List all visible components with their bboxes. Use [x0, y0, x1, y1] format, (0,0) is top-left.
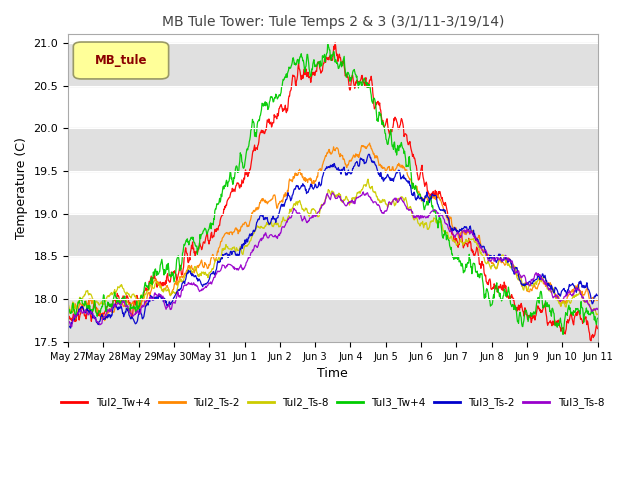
Y-axis label: Temperature (C): Temperature (C)	[15, 137, 28, 239]
Title: MB Tule Tower: Tule Temps 2 & 3 (3/1/11-3/19/14): MB Tule Tower: Tule Temps 2 & 3 (3/1/11-…	[161, 15, 504, 29]
Bar	[68, 214, 598, 256]
FancyBboxPatch shape	[74, 42, 168, 79]
Bar	[68, 128, 598, 171]
Bar	[68, 299, 598, 342]
Text: MB_tule: MB_tule	[95, 54, 147, 67]
X-axis label: Time: Time	[317, 367, 348, 380]
Bar	[68, 43, 598, 85]
Legend: Tul2_Tw+4, Tul2_Ts-2, Tul2_Ts-8, Tul3_Tw+4, Tul3_Ts-2, Tul3_Ts-8: Tul2_Tw+4, Tul2_Ts-2, Tul2_Ts-8, Tul3_Tw…	[57, 393, 608, 412]
